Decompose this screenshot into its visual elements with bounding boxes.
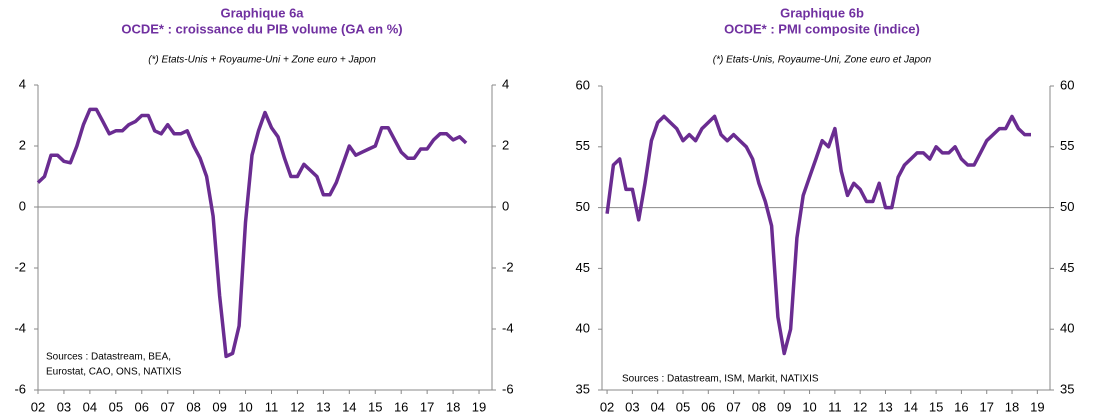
x-tick-label: 07 (726, 399, 740, 414)
x-tick-label: 17 (979, 399, 993, 414)
x-tick-label: 06 (135, 399, 149, 414)
sources: Sources : Datastream, BEA, (46, 352, 171, 363)
y2-tick-label: 0 (502, 198, 509, 213)
x-tick-label: 08 (186, 399, 200, 414)
y-tick-label: 35 (576, 381, 590, 396)
x-tick-label: 11 (265, 399, 279, 414)
x-tick-label: 05 (676, 399, 690, 414)
x-tick-label: 04 (650, 399, 664, 414)
x-tick-label: 13 (878, 399, 892, 414)
x-tick-label: 18 (446, 399, 460, 414)
x-tick-label: 10 (238, 399, 252, 414)
x-tick-label: 15 (929, 399, 943, 414)
sources: Eurostat, CAO, ONS, NATIXIS (46, 367, 182, 378)
x-tick-label: 18 (1005, 399, 1019, 414)
y-tick-label: -6 (14, 381, 26, 396)
x-tick-label: 06 (701, 399, 715, 414)
x-tick-label: 04 (83, 399, 97, 414)
x-tick-label: 03 (625, 399, 639, 414)
y-tick-label: 60 (576, 77, 590, 92)
y-tick-label: 50 (576, 199, 590, 214)
x-tick-label: 16 (394, 399, 408, 414)
x-tick-label: 13 (316, 399, 330, 414)
y2-tick-label: -2 (502, 259, 514, 274)
chart-title: Graphique 6b (780, 5, 864, 20)
note: (*) Etats-Unis + Royaume-Uni + Zone euro… (148, 55, 376, 66)
y-tick-label: 4 (19, 76, 26, 91)
y2-tick-label: 50 (1060, 199, 1074, 214)
y2-tick-label: 35 (1060, 381, 1074, 396)
x-tick-label: 12 (290, 399, 304, 414)
y2-tick-label: 55 (1060, 138, 1074, 153)
y2-tick-label: 4 (502, 76, 509, 91)
y2-tick-label: 45 (1060, 260, 1074, 275)
y-tick-label: 40 (576, 321, 590, 336)
note: (*) Etats-Unis, Royaume-Uni, Zone euro e… (713, 55, 932, 66)
x-tick-label: 09 (777, 399, 791, 414)
x-tick-label: 02 (31, 399, 45, 414)
y2-tick-label: -4 (502, 320, 514, 335)
x-tick-label: 12 (853, 399, 867, 414)
x-tick-label: 09 (212, 399, 226, 414)
y2-tick-label: 2 (502, 137, 509, 152)
x-tick-label: 02 (600, 399, 614, 414)
chart-title: Graphique 6a (220, 5, 304, 20)
chart-subtitle: OCDE* : PMI composite (indice) (724, 21, 920, 36)
x-tick-label: 17 (420, 399, 434, 414)
y-tick-label: 55 (576, 138, 590, 153)
y-tick-label: 0 (19, 198, 26, 213)
chart-subtitle: OCDE* : croissance du PIB volume (GA en … (121, 21, 402, 36)
y-tick-label: -4 (14, 320, 26, 335)
x-tick-label: 14 (904, 399, 918, 414)
y-tick-label: 45 (576, 260, 590, 275)
x-tick-label: 10 (802, 399, 816, 414)
x-tick-label: 19 (472, 399, 486, 414)
x-tick-label: 03 (57, 399, 71, 414)
x-tick-label: 11 (828, 399, 842, 414)
x-tick-label: 05 (109, 399, 123, 414)
y-tick-label: -2 (14, 259, 26, 274)
x-tick-label: 07 (160, 399, 174, 414)
y-tick-label: 2 (19, 137, 26, 152)
x-tick-label: 08 (752, 399, 766, 414)
x-tick-label: 19 (1030, 399, 1044, 414)
line-series (605, 114, 1031, 356)
x-tick-label: 14 (342, 399, 356, 414)
y2-tick-label: 40 (1060, 321, 1074, 336)
sources: Sources : Datastream, ISM, Markit, NATIX… (622, 374, 819, 385)
x-tick-label: 15 (368, 399, 382, 414)
y2-tick-label: -6 (502, 381, 514, 396)
y2-tick-label: 60 (1060, 77, 1074, 92)
x-tick-label: 16 (954, 399, 968, 414)
line-series (36, 107, 468, 359)
